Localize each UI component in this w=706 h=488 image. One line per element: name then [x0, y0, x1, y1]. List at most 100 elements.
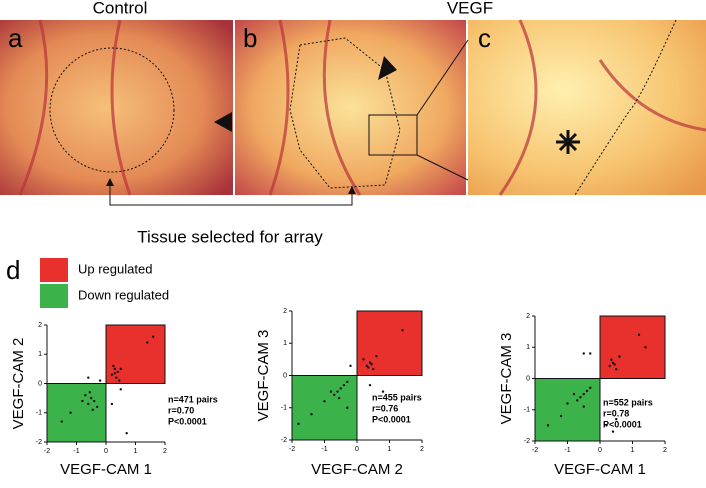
- legend-swatch: [40, 258, 68, 282]
- point: [69, 411, 72, 414]
- panel-label: d: [6, 255, 20, 285]
- point: [615, 417, 618, 421]
- point: [613, 363, 616, 366]
- y-tick-label: -2: [36, 439, 42, 446]
- point: [644, 346, 647, 349]
- x-tick-label: 0: [355, 446, 359, 453]
- y-tick-label: -2: [524, 438, 530, 445]
- point: [87, 376, 90, 379]
- photo-a: [0, 20, 233, 195]
- x-axis-label: VEGF-CAM 2: [311, 461, 403, 478]
- point: [113, 367, 117, 371]
- photo-c: [468, 20, 706, 195]
- point: [546, 424, 550, 427]
- x-tick-label: -1: [321, 446, 327, 453]
- x-tick-label: -1: [73, 448, 79, 455]
- point: [119, 388, 122, 391]
- point: [605, 424, 608, 427]
- point: [87, 402, 90, 406]
- point: [310, 413, 313, 416]
- y-tick-label: -1: [281, 405, 287, 412]
- point: [611, 430, 615, 433]
- point: [98, 379, 102, 382]
- point: [337, 396, 341, 400]
- y-tick-label: 1: [526, 344, 530, 351]
- point: [610, 358, 613, 361]
- point: [370, 363, 373, 366]
- x-tick-label: 2: [420, 446, 424, 453]
- x-tick-label: 1: [631, 447, 635, 454]
- point: [381, 390, 385, 393]
- point: [579, 396, 582, 399]
- stat: P<0.0001: [603, 419, 642, 429]
- panel-label: b: [243, 23, 257, 53]
- zoom-box: [368, 114, 418, 156]
- zoom-lines: [416, 39, 469, 181]
- arrowhead: [214, 112, 232, 132]
- point: [342, 383, 346, 387]
- asterisk: [556, 130, 580, 154]
- point: [346, 380, 349, 384]
- selection-a: [49, 47, 175, 173]
- point: [110, 402, 114, 406]
- point: [93, 399, 96, 403]
- stat: n=471 pairs: [168, 394, 218, 404]
- point: [81, 399, 84, 403]
- stat: P<0.0001: [372, 414, 411, 424]
- point: [125, 432, 128, 435]
- point: [585, 389, 589, 393]
- legend-label: Up regulated: [78, 261, 152, 276]
- x-axis-label: VEGF-CAM 1: [60, 461, 152, 478]
- point: [372, 367, 375, 371]
- panel-label: c: [478, 23, 491, 53]
- point: [297, 422, 300, 426]
- up-region: [356, 310, 423, 376]
- y-tick-label: 0: [526, 375, 530, 382]
- point: [576, 399, 579, 402]
- y-tick-label: -2: [281, 437, 287, 444]
- point: [582, 352, 585, 355]
- point: [112, 364, 115, 368]
- point: [589, 386, 592, 390]
- point: [110, 373, 114, 376]
- x-tick-label: 2: [163, 448, 167, 455]
- up-region: [599, 315, 666, 379]
- x-tick-label: -1: [564, 447, 570, 454]
- arrowhead: [106, 178, 114, 186]
- point: [60, 420, 63, 423]
- point: [401, 329, 404, 332]
- stat: n=455 pairs: [372, 392, 422, 402]
- point: [339, 387, 342, 390]
- point: [90, 396, 93, 400]
- point: [349, 364, 352, 368]
- x-tick-label: -2: [44, 448, 50, 455]
- point: [559, 414, 563, 418]
- photo-b: [235, 20, 466, 195]
- point: [336, 390, 339, 393]
- caption: Tissue selected for array: [137, 227, 323, 246]
- panel-label: a: [8, 23, 23, 53]
- point: [637, 333, 641, 336]
- stat: r=0.78: [603, 408, 629, 418]
- y-tick-label: -1: [36, 410, 42, 417]
- point: [118, 379, 121, 382]
- legend-label: Down regulated: [78, 287, 169, 302]
- selection-c: [574, 19, 677, 196]
- panel-title: VEGF: [447, 0, 493, 17]
- connector: [109, 182, 353, 206]
- point: [375, 354, 378, 358]
- point: [367, 366, 370, 369]
- down-region: [534, 378, 601, 442]
- point: [582, 405, 585, 408]
- point: [362, 358, 365, 361]
- point: [115, 376, 118, 379]
- point: [566, 402, 569, 405]
- legend-swatch: [40, 284, 68, 308]
- y-tick-label: 2: [526, 313, 530, 320]
- point: [333, 393, 336, 397]
- point: [329, 390, 333, 393]
- point: [365, 364, 368, 368]
- point: [116, 370, 120, 373]
- stat: n=552 pairs: [603, 397, 653, 407]
- point: [368, 383, 372, 387]
